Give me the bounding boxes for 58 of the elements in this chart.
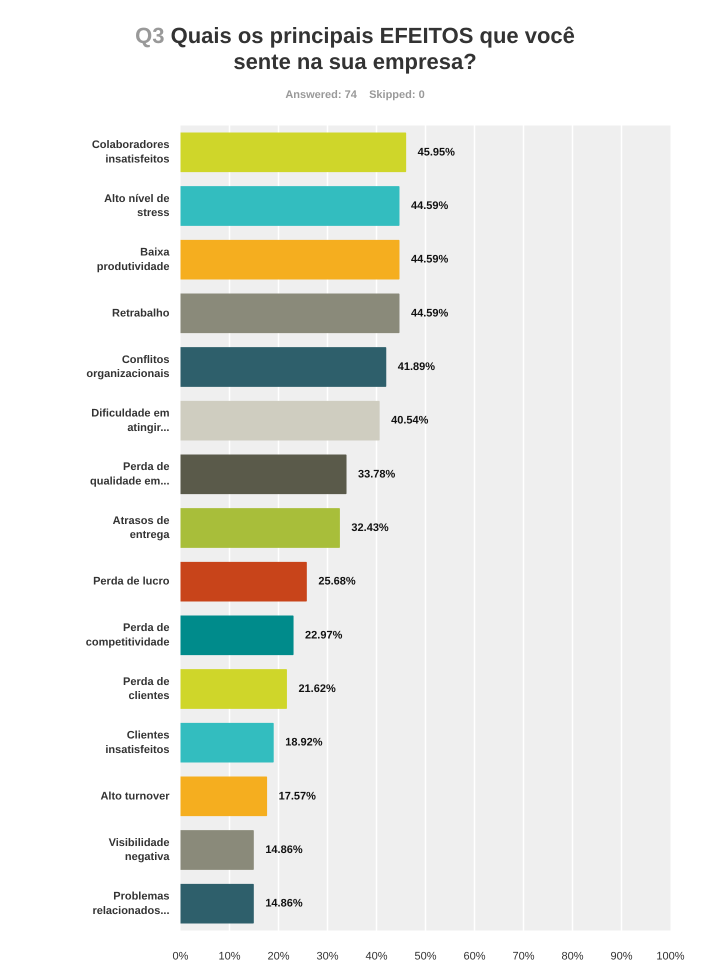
bar bbox=[180, 776, 268, 816]
y-tick-label: Retrabalho bbox=[112, 307, 170, 320]
bar bbox=[180, 240, 400, 280]
bar bbox=[180, 132, 406, 172]
y-tick-label: Perda de clientes bbox=[123, 676, 170, 702]
data-label: 22.97% bbox=[305, 629, 343, 642]
bar bbox=[180, 669, 287, 709]
y-tick-label: Perda de lucro bbox=[93, 576, 170, 588]
data-label: 32.43% bbox=[351, 522, 389, 534]
y-tick-label: Alto turnover bbox=[100, 790, 170, 802]
data-label: 25.68% bbox=[318, 576, 356, 588]
data-label: 44.59% bbox=[410, 254, 449, 266]
bar bbox=[180, 616, 294, 656]
y-tick-label: Conflitos organizacionais bbox=[86, 354, 170, 380]
x-tick-label: 10% bbox=[218, 950, 241, 962]
bar bbox=[180, 562, 307, 602]
chart-subtitle: Answered: 74 Skipped: 0 bbox=[284, 89, 426, 101]
data-label: 18.92% bbox=[285, 736, 323, 749]
bar bbox=[180, 508, 340, 548]
y-tick-label: Colaboradores insatisfeitos bbox=[92, 139, 170, 166]
y-tick-label: Clientes insatisfeitos bbox=[105, 729, 170, 756]
data-label: 44.59% bbox=[410, 200, 449, 212]
data-label: 14.86% bbox=[265, 844, 303, 856]
y-tick-label: Dificuldade em atingir... bbox=[91, 407, 170, 434]
y-tick-label: Problemas relacionados... bbox=[92, 890, 170, 917]
bar bbox=[180, 722, 274, 762]
x-tick-label: 100% bbox=[656, 950, 685, 962]
y-tick-label: Perda de competitividade bbox=[86, 622, 170, 649]
x-tick-label: 60% bbox=[463, 950, 486, 962]
bar bbox=[180, 400, 380, 440]
y-tick-label: Perda de qualidade em... bbox=[90, 461, 170, 488]
data-label: 14.86% bbox=[265, 898, 303, 910]
x-tick-label: 70% bbox=[512, 950, 535, 962]
x-tick-label: 80% bbox=[561, 950, 584, 962]
data-label: 45.95% bbox=[418, 146, 456, 158]
y-tick-label: Baixa produtividade bbox=[96, 246, 170, 273]
y-tick-label: Visibilidade negativa bbox=[108, 836, 170, 864]
data-label: 41.89% bbox=[398, 361, 436, 373]
x-tick-label: 20% bbox=[267, 950, 290, 962]
bar bbox=[180, 347, 386, 387]
x-tick-label: 90% bbox=[610, 950, 633, 962]
x-tick-label: 50% bbox=[414, 950, 437, 962]
bar bbox=[180, 830, 254, 870]
bar bbox=[180, 294, 400, 334]
bar bbox=[180, 186, 400, 226]
data-label: 17.57% bbox=[278, 790, 316, 802]
x-tick-label: 40% bbox=[365, 950, 388, 962]
x-tick-label: 30% bbox=[316, 950, 339, 962]
y-tick-label: Atrasos de entrega bbox=[112, 514, 170, 542]
data-label: 21.62% bbox=[298, 683, 336, 695]
data-label: 33.78% bbox=[358, 468, 396, 480]
chart-title: Q3 Quais os principais EFEITOS que você sente na sua empresa? bbox=[135, 23, 575, 75]
data-label: 40.54% bbox=[391, 414, 429, 427]
bar bbox=[180, 884, 254, 924]
x-tick-label: 0% bbox=[172, 950, 189, 962]
bar bbox=[180, 454, 347, 494]
data-label: 44.59% bbox=[410, 307, 449, 320]
y-tick-label: Alto nível de stress bbox=[104, 192, 170, 220]
